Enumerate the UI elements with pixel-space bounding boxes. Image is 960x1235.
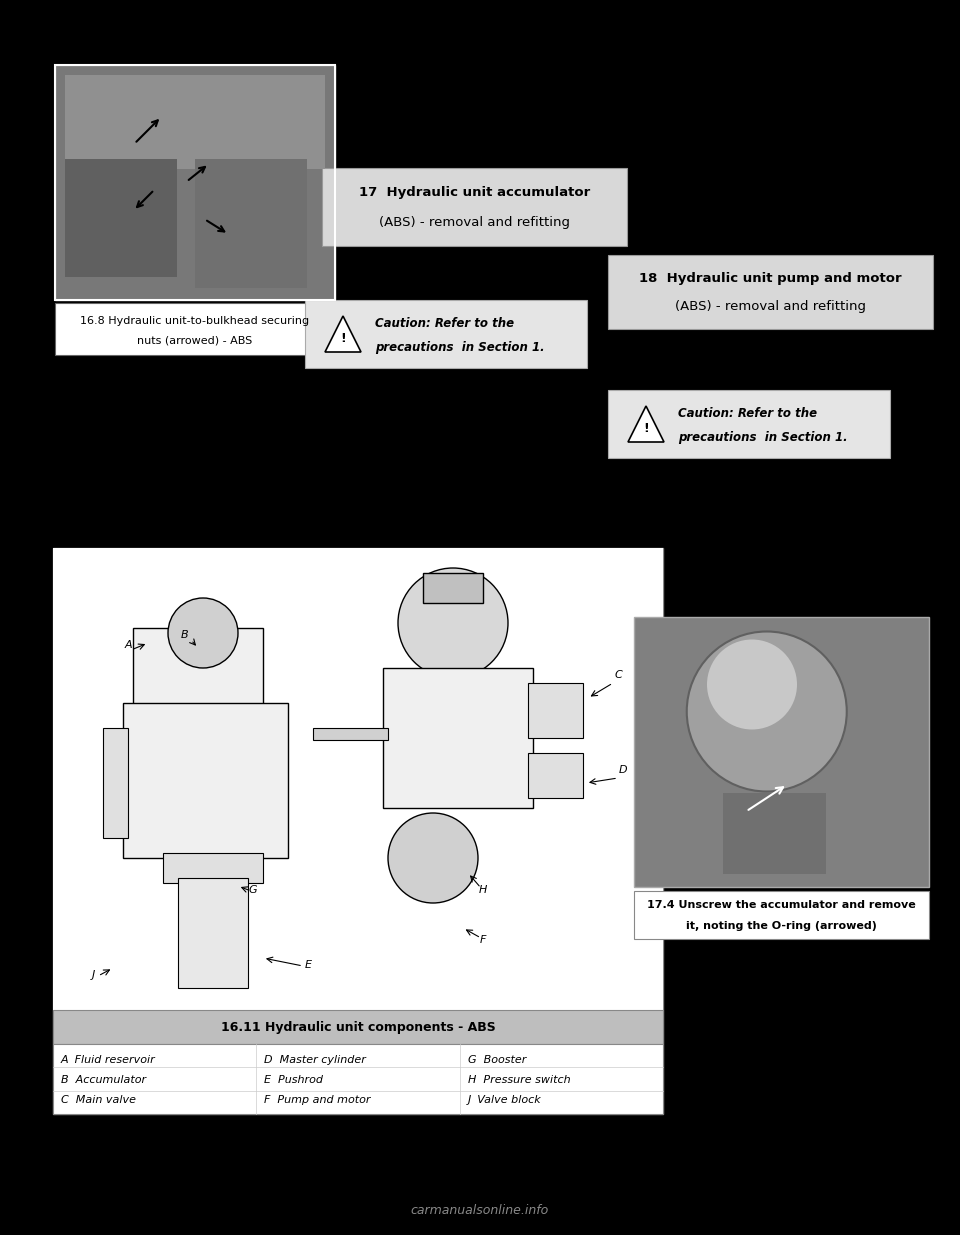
Bar [313,727,388,740]
Text: it, noting the O-ring (arrowed): it, noting the O-ring (arrowed) [686,920,876,930]
Text: E  Pushrod: E Pushrod [264,1074,324,1086]
Text: !: ! [340,331,346,345]
Bar [53,1010,663,1044]
Text: nuts (arrowed) - ABS: nuts (arrowed) - ABS [137,336,252,346]
Bar [133,629,263,708]
Bar [195,159,307,288]
Text: G: G [249,885,257,895]
Text: A  Fluid reservoir: A Fluid reservoir [61,1055,156,1065]
Text: 16.11 Hydraulic unit components - ABS: 16.11 Hydraulic unit components - ABS [221,1020,495,1034]
Text: 16.8 Hydraulic unit-to-bulkhead securing: 16.8 Hydraulic unit-to-bulkhead securing [81,316,309,326]
Bar [178,878,248,988]
Bar [528,753,583,798]
Text: H: H [479,885,487,895]
Bar [53,548,663,1114]
Bar [723,793,826,873]
Bar [55,65,335,300]
Bar [305,300,587,368]
Bar [634,890,929,939]
Text: J: J [91,969,95,981]
Bar [55,65,335,300]
Text: D: D [618,764,627,776]
Bar [634,618,929,887]
Bar [528,683,583,739]
Text: G  Booster: G Booster [468,1055,526,1065]
Circle shape [686,631,847,792]
Polygon shape [628,406,664,442]
Circle shape [168,598,238,668]
Text: (ABS) - removal and refitting: (ABS) - removal and refitting [379,216,570,230]
Text: C  Main valve: C Main valve [61,1095,136,1105]
Bar [55,303,335,354]
Text: 17.4 Unscrew the accumulator and remove: 17.4 Unscrew the accumulator and remove [647,900,916,910]
Bar [608,254,933,329]
Text: E: E [304,960,311,969]
Text: A: A [124,640,132,650]
Circle shape [707,640,797,730]
Text: Caution: Refer to the: Caution: Refer to the [375,317,515,330]
Text: F  Pump and motor: F Pump and motor [264,1095,371,1105]
Bar [423,573,483,603]
Text: J  Valve block: J Valve block [468,1095,541,1105]
Text: !: ! [643,421,649,435]
Bar [163,853,263,883]
Text: F: F [480,935,486,945]
Text: D  Master cylinder: D Master cylinder [264,1055,366,1065]
Polygon shape [325,316,361,352]
Circle shape [398,568,508,678]
Text: B  Accumulator: B Accumulator [61,1074,146,1086]
Bar [103,727,128,839]
Text: H  Pressure switch: H Pressure switch [468,1074,570,1086]
Text: 17  Hydraulic unit accumulator: 17 Hydraulic unit accumulator [359,186,590,200]
Text: 18  Hydraulic unit pump and motor: 18 Hydraulic unit pump and motor [639,272,901,285]
Text: precautions  in Section 1.: precautions in Section 1. [375,341,544,354]
Bar [322,168,627,246]
Bar [608,390,890,458]
Text: Caution: Refer to the: Caution: Refer to the [678,408,817,420]
Text: carmanualsonline.info: carmanualsonline.info [411,1203,549,1216]
Bar [65,75,325,169]
Bar [65,159,177,277]
Text: precautions  in Section 1.: precautions in Section 1. [678,431,848,445]
Bar [53,548,663,1010]
Bar [383,668,533,808]
Bar [53,1044,663,1114]
Circle shape [388,813,478,903]
Text: (ABS) - removal and refitting: (ABS) - removal and refitting [675,300,866,314]
Bar [123,703,288,858]
Text: B: B [181,630,189,640]
Text: C: C [614,671,622,680]
